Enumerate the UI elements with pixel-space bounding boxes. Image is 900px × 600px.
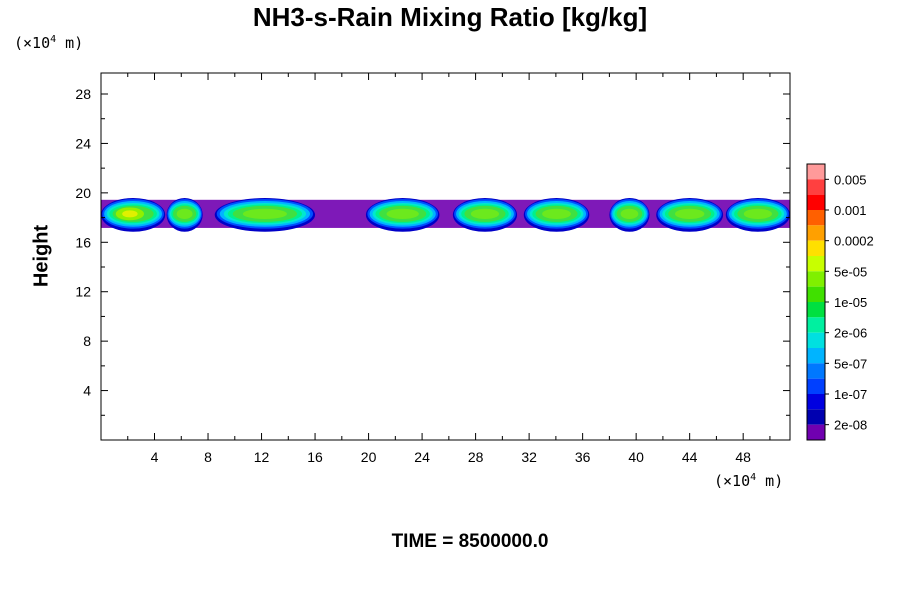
y-tick-label: 12 <box>75 284 91 300</box>
colorbar-swatch <box>807 164 825 180</box>
plot-frame <box>100 72 791 441</box>
x-tick-label: 36 <box>575 449 591 465</box>
colorbar-swatch <box>807 194 825 210</box>
colorbar-swatch <box>807 256 825 272</box>
colorbar-label: 5e-07 <box>834 356 867 371</box>
colorbar-swatch <box>807 240 825 256</box>
colorbar-swatch <box>807 409 825 425</box>
contour-cell-1 <box>101 198 166 232</box>
colorbar-label: 0.001 <box>834 203 867 218</box>
x-tick-label: 4 <box>151 449 159 465</box>
y-tick-label: 20 <box>75 185 91 201</box>
contour-cell-6 <box>523 198 590 232</box>
colorbar-swatch <box>807 302 825 318</box>
x-tick-label: 48 <box>735 449 751 465</box>
x-axis-unit: (×104 m) <box>714 472 784 490</box>
colorbar-swatch <box>807 286 825 302</box>
contour-cell-4 <box>365 198 440 232</box>
colorbar-swatch <box>807 225 825 241</box>
colorbar-label: 0.005 <box>834 172 867 187</box>
colorbar-swatch <box>807 394 825 410</box>
y-tick-label: 16 <box>75 234 91 250</box>
x-tick-label: 44 <box>682 449 698 465</box>
chart-title: NH3-s-Rain Mixing Ratio [kg/kg] <box>252 2 648 32</box>
colorbar-label: 1e-07 <box>834 387 867 402</box>
x-tick-label: 8 <box>204 449 212 465</box>
colorbar-swatch <box>807 332 825 348</box>
colorbar-swatch <box>807 424 825 440</box>
y-tick-label: 4 <box>83 383 91 399</box>
y-axis-unit: (×104 m) <box>14 34 84 52</box>
colorbar-swatch <box>807 348 825 364</box>
colorbar-swatch <box>807 317 825 333</box>
colorbar-label: 2e-08 <box>834 418 867 433</box>
contour-cell-7 <box>609 198 650 232</box>
time-label: TIME = 8500000.0 <box>391 531 549 552</box>
x-tick-label: 12 <box>254 449 270 465</box>
y-tick-label: 24 <box>75 135 91 151</box>
colorbar-label: 1e-05 <box>834 295 867 310</box>
colorbar-swatch <box>807 378 825 394</box>
colorbar-label: 0.0002 <box>834 234 874 249</box>
contour-cell-8 <box>656 198 724 232</box>
contour-cell-3 <box>214 198 316 232</box>
x-tick-label: 24 <box>414 449 430 465</box>
contour-cell-9 <box>725 198 790 232</box>
colorbar-label: 5e-05 <box>834 264 867 279</box>
colorbar-swatch <box>807 179 825 195</box>
colorbar-swatch <box>807 271 825 287</box>
x-tick-label: 16 <box>307 449 323 465</box>
x-tick-label: 32 <box>521 449 537 465</box>
y-tick-label: 28 <box>75 86 91 102</box>
contour-cell-2 <box>166 198 203 232</box>
plot-area <box>101 198 790 232</box>
colorbar-swatch <box>807 210 825 226</box>
x-tick-label: 20 <box>361 449 377 465</box>
colorbar-label: 2e-06 <box>834 326 867 341</box>
colorbar: 0.005 0.001 0.0002 5e-05 1e-05 2e-06 5e-07 1e-0… <box>806 163 874 441</box>
y-tick-label: 8 <box>83 333 91 349</box>
x-tick-label: 28 <box>468 449 484 465</box>
x-tick-label: 40 <box>628 449 644 465</box>
colorbar-swatch <box>807 363 825 379</box>
contour-cell-5 <box>452 198 518 232</box>
